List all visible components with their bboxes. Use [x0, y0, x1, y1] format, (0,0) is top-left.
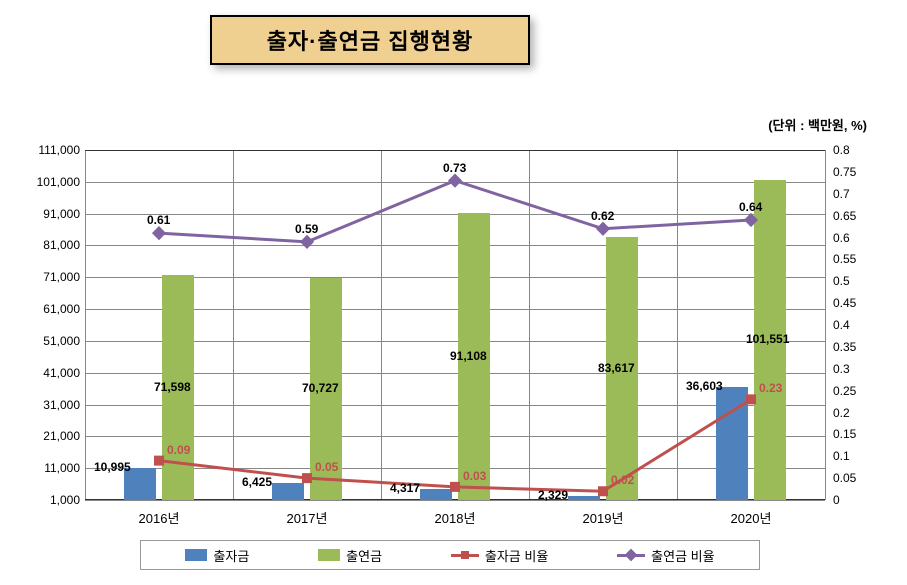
- gridline: [85, 436, 825, 437]
- vgrid: [85, 150, 86, 500]
- y-right-tick-label: 0.8: [833, 143, 873, 157]
- gridline: [85, 214, 825, 215]
- y-left-tick-label: 81,000: [25, 238, 80, 252]
- vgrid: [825, 150, 826, 500]
- plot-area: [85, 150, 825, 500]
- y-right-tick-label: 0.25: [833, 384, 873, 398]
- y-right-tick-label: 0.1: [833, 449, 873, 463]
- legend-label-contribution: 출연금: [346, 546, 382, 565]
- y-left-tick-label: 11,000: [25, 461, 80, 475]
- value-label: 0.59: [295, 222, 318, 236]
- x-tick-label: 2018년: [395, 508, 515, 527]
- unit-label: (단위 : 백만원, %): [768, 115, 867, 134]
- y-right-tick-label: 0.45: [833, 296, 873, 310]
- vgrid: [381, 150, 382, 500]
- legend-label-investment: 출자금: [213, 546, 249, 565]
- value-label: 0.02: [611, 473, 634, 487]
- value-label: 70,727: [302, 381, 339, 395]
- legend-investment-ratio: 출자금 비율: [451, 546, 548, 565]
- x-tick-label: 2019년: [543, 508, 663, 527]
- x-tick-label: 2020년: [691, 508, 811, 527]
- chart-title: 출자·출연금 집행현황: [267, 24, 474, 56]
- value-label: 0.05: [315, 460, 338, 474]
- value-label: 6,425: [242, 475, 272, 489]
- gridline: [85, 245, 825, 246]
- gridline: [85, 373, 825, 374]
- legend-investment: 출자금: [185, 546, 249, 565]
- legend-swatch-contribution: [318, 549, 340, 561]
- value-label: 0.03: [463, 469, 486, 483]
- value-label: 71,598: [154, 380, 191, 394]
- gridline: [85, 309, 825, 310]
- bar-출자금: [420, 489, 452, 500]
- y-right-tick-label: 0: [833, 493, 873, 507]
- value-label: 0.09: [167, 443, 190, 457]
- y-left-tick-label: 101,000: [25, 175, 80, 189]
- chart-title-box: 출자·출연금 집행현황: [210, 15, 530, 65]
- y-left-tick-label: 91,000: [25, 207, 80, 221]
- value-label: 10,995: [94, 460, 131, 474]
- value-label: 2,329: [538, 488, 568, 502]
- vgrid: [529, 150, 530, 500]
- chart-container: 출자·출연금 집행현황 (단위 : 백만원, %) 1,000 11,000 21,…: [10, 10, 897, 575]
- y-right-tick-label: 0.6: [833, 231, 873, 245]
- value-label: 0.73: [443, 161, 466, 175]
- y-right-tick-label: 0.15: [833, 427, 873, 441]
- gridline: [85, 277, 825, 278]
- gridline: [85, 468, 825, 469]
- x-tick-label: 2017년: [247, 508, 367, 527]
- y-right-tick-label: 0.7: [833, 187, 873, 201]
- y-right-tick-label: 0.5: [833, 274, 873, 288]
- value-label: 0.61: [147, 213, 170, 227]
- legend-contribution: 출연금: [318, 546, 382, 565]
- y-left-tick-label: 41,000: [25, 366, 80, 380]
- bar-출자금: [272, 483, 304, 500]
- legend-contribution-ratio: 출연금 비율: [617, 546, 714, 565]
- value-label: 0.23: [759, 381, 782, 395]
- value-label: 91,108: [450, 349, 487, 363]
- value-label: 83,617: [598, 361, 635, 375]
- legend: 출자금 출연금 출자금 비율 출연금 비율: [140, 540, 760, 570]
- vgrid: [677, 150, 678, 500]
- value-label: 0.64: [739, 200, 762, 214]
- y-left-tick-label: 111,000: [25, 143, 80, 157]
- legend-label-investment-ratio: 출자금 비율: [485, 546, 548, 565]
- y-right-tick-label: 0.3: [833, 362, 873, 376]
- y-right-tick-label: 0.2: [833, 406, 873, 420]
- legend-swatch-investment: [185, 549, 207, 561]
- y-right-tick-label: 0.05: [833, 471, 873, 485]
- bar-출자금: [716, 387, 748, 500]
- y-left-tick-label: 31,000: [25, 398, 80, 412]
- y-right-tick-label: 0.75: [833, 165, 873, 179]
- gridline: [85, 405, 825, 406]
- gridline: [85, 182, 825, 183]
- y-right-tick-label: 0.35: [833, 340, 873, 354]
- gridline: [85, 500, 825, 501]
- legend-swatch-contribution-ratio: [617, 554, 645, 557]
- y-left-tick-label: 61,000: [25, 302, 80, 316]
- y-right-tick-label: 0.4: [833, 318, 873, 332]
- x-tick-label: 2016년: [99, 508, 219, 527]
- y-left-tick-label: 71,000: [25, 270, 80, 284]
- value-label: 101,551: [746, 332, 789, 346]
- y-right-tick-label: 0.55: [833, 252, 873, 266]
- y-right-tick-label: 0.65: [833, 209, 873, 223]
- legend-label-contribution-ratio: 출연금 비율: [651, 546, 714, 565]
- gridline: [85, 341, 825, 342]
- legend-swatch-investment-ratio: [451, 554, 479, 557]
- bar-출자금: [568, 496, 600, 500]
- y-left-tick-label: 1,000: [25, 493, 80, 507]
- y-left-tick-label: 21,000: [25, 429, 80, 443]
- value-label: 36,603: [686, 379, 723, 393]
- value-label: 0.62: [591, 209, 614, 223]
- value-label: 4,317: [390, 481, 420, 495]
- y-left-tick-label: 51,000: [25, 334, 80, 348]
- vgrid: [233, 150, 234, 500]
